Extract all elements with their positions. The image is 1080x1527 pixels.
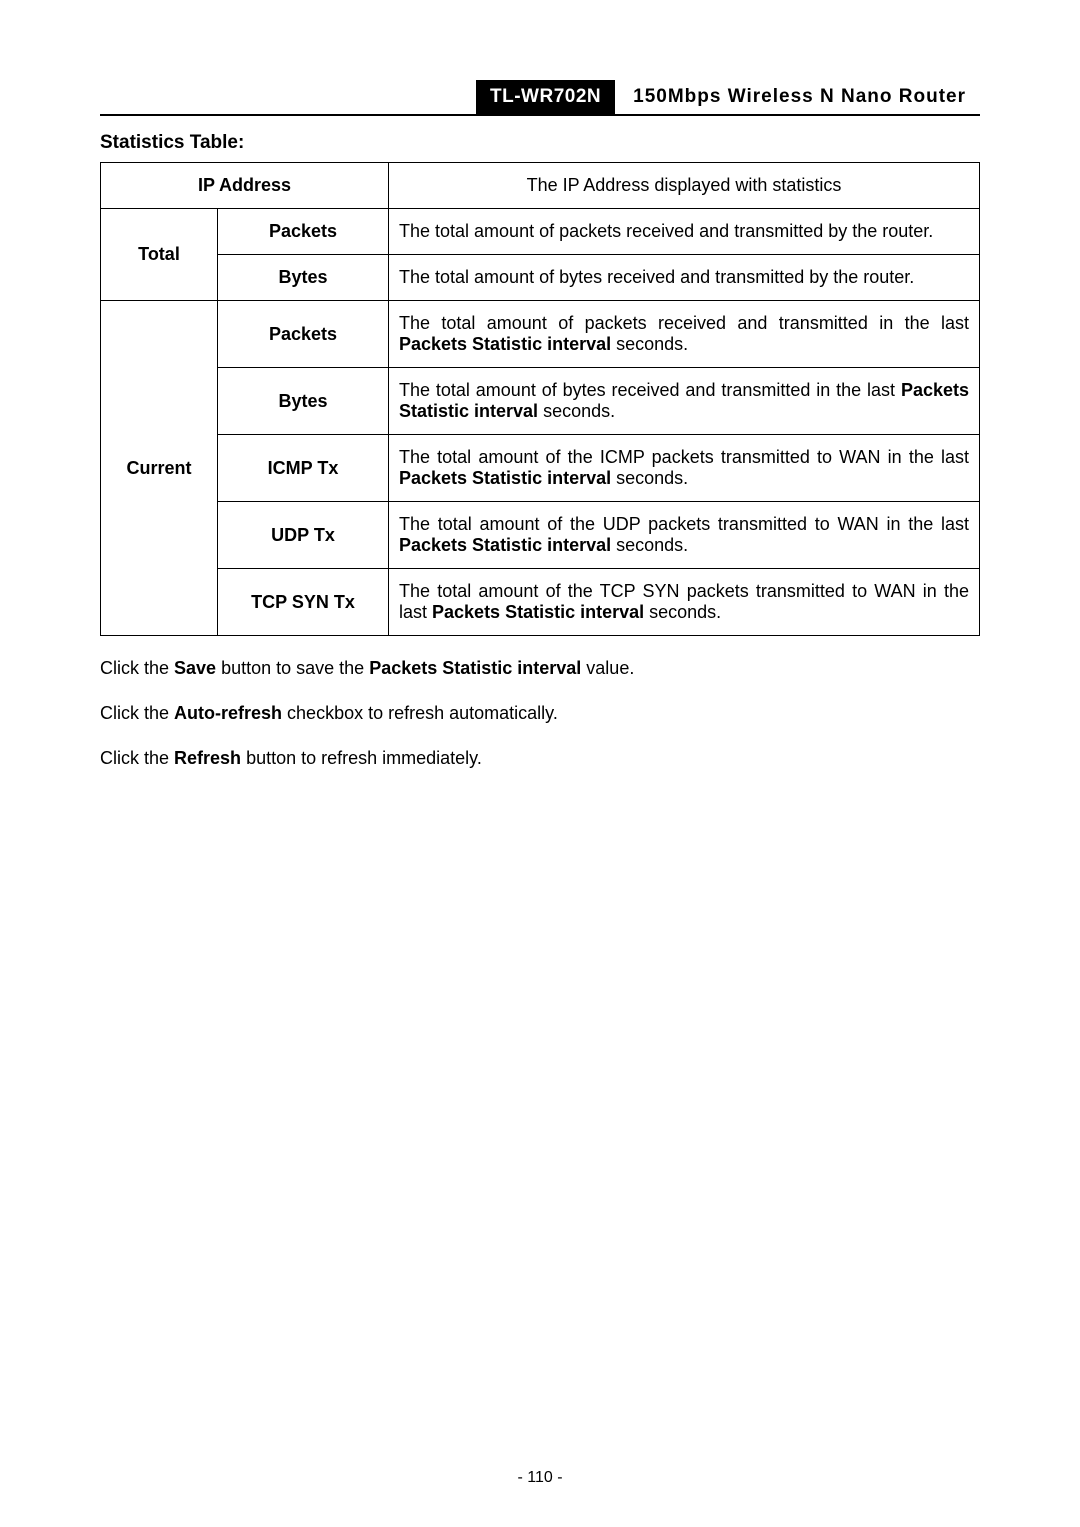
row-label: TCP SYN Tx: [218, 569, 389, 636]
text-run: Click the: [100, 658, 174, 678]
text-run: Packets Statistic interval: [399, 468, 611, 488]
page-header: TL-WR702N 150Mbps Wireless N Nano Router: [100, 80, 980, 116]
table-row: Bytes The total amount of bytes received …: [101, 368, 980, 435]
text-run: seconds.: [611, 334, 688, 354]
row-description: The total amount of the TCP SYN packets …: [389, 569, 980, 636]
row-description: The total amount of the ICMP packets tra…: [389, 435, 980, 502]
text-run: button to save the: [216, 658, 369, 678]
table-row: CurrentPacketsThe total amount of packet…: [101, 301, 980, 368]
row-label: Packets: [218, 301, 389, 368]
text-run: The total amount of the UDP packets tran…: [399, 514, 969, 534]
text-run: seconds.: [611, 535, 688, 555]
row-group: Current: [101, 301, 218, 636]
text-run: The IP Address displayed with statistics: [527, 175, 842, 195]
table-row: TotalPacketsThe total amount of packets …: [101, 209, 980, 255]
statistics-table: IP Address The IP Address displayed with …: [100, 162, 980, 636]
product-name: 150Mbps Wireless N Nano Router: [615, 80, 980, 114]
table-row: ICMP Tx The total amount of the ICMP pack…: [101, 435, 980, 502]
text-run: Click the: [100, 703, 174, 723]
row-description: The IP Address displayed with statistics: [389, 163, 980, 209]
text-run: seconds.: [538, 401, 615, 421]
text-run: The total amount of bytes received and t…: [399, 267, 914, 287]
paragraph: Click the Save button to save the Packet…: [100, 656, 980, 681]
row-description: The total amount of packets received and…: [389, 209, 980, 255]
text-run: Refresh: [174, 748, 241, 768]
page-number: - 110 -: [0, 1469, 1080, 1487]
table-row: TCP SYN TxThe total amount of the TCP SY…: [101, 569, 980, 636]
row-label: Bytes: [218, 255, 389, 301]
row-description: The total amount of packets received and…: [389, 301, 980, 368]
header-spacer: [100, 80, 476, 114]
text-run: seconds.: [611, 468, 688, 488]
text-run: Packets Statistic interval: [369, 658, 581, 678]
text-run: seconds.: [644, 602, 721, 622]
text-run: The total amount of packets received and…: [399, 221, 933, 241]
row-description: The total amount of bytes received and t…: [389, 255, 980, 301]
text-run: checkbox to refresh automatically.: [282, 703, 558, 723]
table-row: Bytes The total amount of bytes received …: [101, 255, 980, 301]
table-row: UDP Tx The total amount of the UDP packet…: [101, 502, 980, 569]
text-run: The total amount of packets received and…: [399, 313, 969, 333]
row-label: Packets: [218, 209, 389, 255]
text-run: Click the: [100, 748, 174, 768]
row-group: Total: [101, 209, 218, 301]
row-label: IP Address: [101, 163, 389, 209]
row-label: UDP Tx: [218, 502, 389, 569]
row-label: Bytes: [218, 368, 389, 435]
text-run: Packets Statistic interval: [399, 535, 611, 555]
section-title: Statistics Table:: [100, 132, 980, 154]
text-run: Save: [174, 658, 216, 678]
document-page: TL-WR702N 150Mbps Wireless N Nano Router…: [0, 0, 1080, 1527]
paragraph: Click the Auto-refresh checkbox to refre…: [100, 701, 980, 726]
model-badge: TL-WR702N: [476, 80, 615, 114]
row-description: The total amount of the UDP packets tran…: [389, 502, 980, 569]
row-description: The total amount of bytes received and t…: [389, 368, 980, 435]
row-label: ICMP Tx: [218, 435, 389, 502]
text-run: button to refresh immediately.: [241, 748, 482, 768]
text-run: value.: [581, 658, 634, 678]
text-run: The total amount of the ICMP packets tra…: [399, 447, 969, 467]
text-run: Auto-refresh: [174, 703, 282, 723]
paragraphs: Click the Save button to save the Packet…: [100, 656, 980, 772]
text-run: The total amount of bytes received and t…: [399, 380, 901, 400]
paragraph: Click the Refresh button to refresh imme…: [100, 746, 980, 771]
text-run: Packets Statistic interval: [399, 334, 611, 354]
text-run: Packets Statistic interval: [432, 602, 644, 622]
table-row: IP Address The IP Address displayed with …: [101, 163, 980, 209]
